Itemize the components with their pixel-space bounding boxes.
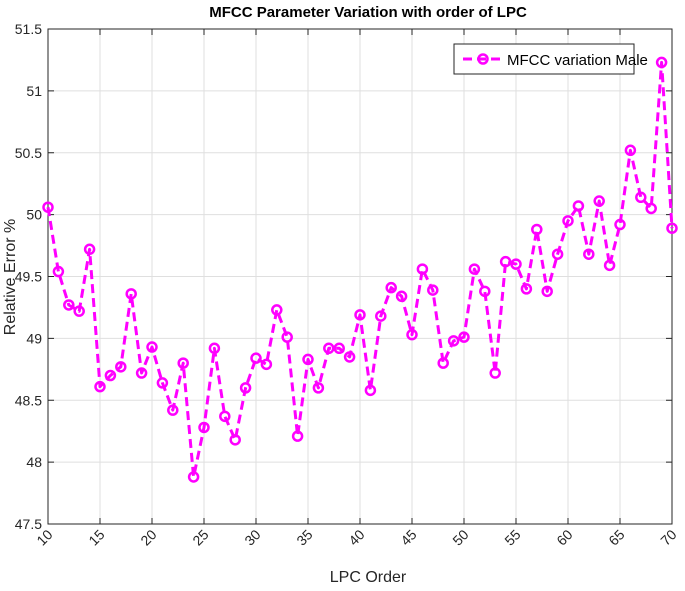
- data-point: [343, 351, 356, 363]
- data-point: [135, 367, 148, 379]
- data-point: [603, 259, 616, 272]
- data-point: [167, 404, 179, 416]
- data-point: [271, 304, 283, 316]
- data-point: [219, 410, 231, 423]
- data-point: [281, 331, 293, 343]
- data-point: [156, 377, 169, 389]
- data-point: [250, 352, 262, 364]
- data-point: [666, 222, 678, 234]
- y-axis-label: Relative Error %: [2, 219, 19, 335]
- data-point: [125, 288, 137, 300]
- data-point: [635, 191, 647, 204]
- data-point: [146, 341, 158, 353]
- data-point: [302, 353, 314, 366]
- data-point: [395, 290, 408, 303]
- data-point: [239, 382, 252, 394]
- data-point: [104, 369, 117, 382]
- series-line: [46, 60, 674, 479]
- data-point: [385, 281, 397, 294]
- data-point: [520, 283, 533, 295]
- y-tick-label: 50.5: [15, 145, 42, 161]
- legend: MFCC variation Male: [453, 43, 648, 75]
- data-point: [416, 263, 429, 275]
- data-point: [531, 223, 543, 236]
- data-point: [427, 284, 439, 296]
- data-point: [83, 243, 96, 256]
- data-point: [593, 195, 605, 207]
- data-point: [115, 361, 127, 373]
- legend-entry-mfcc-variation-male: MFCC variation Male: [507, 52, 648, 69]
- data-point: [551, 248, 564, 260]
- legend-marker: [477, 53, 489, 65]
- data-point: [562, 215, 574, 227]
- chart-title: MFCC Parameter Variation with order of L…: [209, 4, 527, 21]
- data-point: [364, 384, 377, 397]
- y-tick-label: 49: [26, 330, 42, 346]
- data-point: [229, 434, 241, 446]
- y-tick-label: 50: [26, 207, 42, 223]
- data-point: [447, 335, 460, 347]
- y-tick-label: 47.5: [15, 516, 42, 532]
- y-tick-label: 48: [26, 454, 42, 470]
- tick-labels: 10 15 20 25 30 35 40 45 50 55 60 65 7047.54848.54949…: [15, 21, 680, 549]
- data-point: [198, 421, 210, 434]
- data-point: [655, 56, 668, 69]
- data-point: [468, 263, 481, 275]
- data-point: [260, 358, 273, 371]
- data-point: [572, 200, 585, 212]
- y-tick-label: 48.5: [15, 392, 42, 408]
- data-point: [312, 382, 325, 394]
- data-point: [645, 202, 657, 215]
- data-point: [406, 328, 418, 341]
- x-axis-label: LPC Order: [330, 569, 407, 586]
- data-point: [94, 380, 106, 393]
- data-point: [458, 331, 470, 343]
- data-point: [323, 342, 335, 355]
- data-point: [177, 357, 189, 369]
- y-tick-label: 51.5: [15, 21, 42, 37]
- y-tick-label: 49.5: [15, 269, 42, 285]
- data-point: [479, 285, 491, 298]
- data-point: [624, 144, 637, 157]
- data-point: [42, 201, 54, 213]
- data-point: [499, 255, 512, 268]
- data-point: [52, 265, 65, 278]
- data-point: [291, 430, 304, 442]
- data-point: [375, 310, 387, 322]
- data-point: [437, 357, 449, 369]
- data-point: [208, 342, 221, 355]
- y-tick-label: 51: [26, 83, 42, 99]
- data-point: [73, 305, 85, 317]
- series-mfcc-variation-male: [42, 56, 678, 483]
- data-point: [510, 258, 522, 270]
- data-point: [187, 471, 200, 483]
- data-point: [614, 218, 626, 231]
- data-point: [333, 342, 345, 355]
- axes: [47, 28, 673, 525]
- data-point: [489, 367, 501, 379]
- data-point: [63, 299, 75, 311]
- data-point: [583, 248, 595, 260]
- data-point: [354, 309, 366, 321]
- data-point: [541, 285, 553, 298]
